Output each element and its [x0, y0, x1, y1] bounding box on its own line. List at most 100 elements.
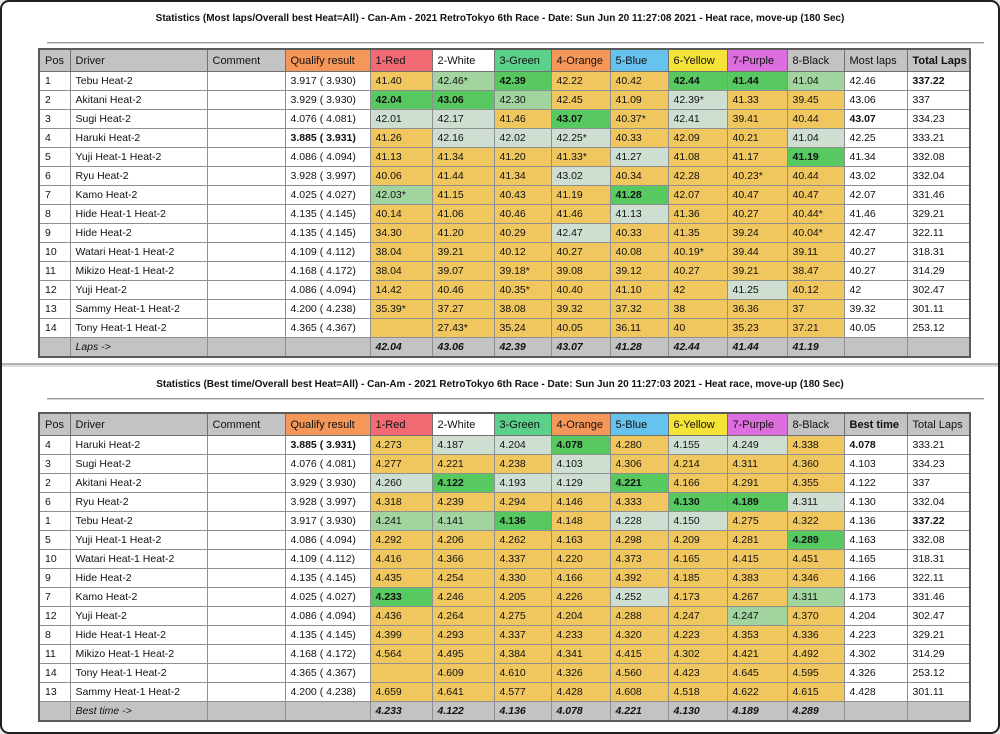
table-row: 4 Haruki Heat-2 3.885 ( 3.931) 4.273 4.187 4.… — [38, 435, 971, 455]
driver-cell: Akitani Heat-2 — [69, 90, 208, 110]
table-row: 6 Ryu Heat-2 3.928 ( 3.997) 4.318 4.239 4.294… — [38, 492, 971, 512]
lane-cell: 42.03* — [369, 185, 433, 205]
lane-cell: 38.04 — [369, 261, 433, 281]
lane-cell: 38.47 — [786, 261, 845, 281]
lane-cell: 34.30 — [369, 223, 433, 243]
lane-cell: 40.44 — [786, 166, 845, 186]
total-laps-cell: 331.46 — [906, 185, 971, 205]
lane-cell: 4.311 — [786, 492, 845, 512]
total-laps-cell: 314.29 — [906, 261, 971, 281]
table-row: 9 Hide Heat-2 4.135 ( 4.145) 4.435 4.254 4.33… — [38, 568, 971, 588]
lane-cell: 4.337 — [493, 625, 552, 645]
lane-cell: 4.277 — [369, 454, 433, 474]
lane-cell: 41.46 — [550, 204, 611, 224]
total-laps-cell: 329.21 — [906, 204, 971, 224]
col-header-qualify: Qualify result — [284, 412, 371, 436]
lane-cell: 4.298 — [609, 530, 669, 550]
comment-cell — [206, 492, 286, 512]
table-row: 10 Watari Heat-1 Heat-2 4.109 ( 4.112) 38.0… — [38, 242, 971, 262]
lane-cell: 40.47 — [726, 185, 788, 205]
comment-cell — [206, 587, 286, 607]
lane-cell: 4.495 — [431, 644, 495, 664]
qualify-cell: 4.135 ( 4.145) — [284, 204, 371, 224]
lane-cell: 37.32 — [609, 299, 669, 319]
footer-result-cell — [843, 337, 908, 358]
lane-cell: 41.20 — [493, 147, 552, 167]
total-laps-cell: 332.08 — [906, 530, 971, 550]
lane-cell: 39.44 — [726, 242, 788, 262]
lane-cell: 42.07 — [667, 185, 728, 205]
table-row: 12 Yuji Heat-2 4.086 ( 4.094) 4.436 4.264 4.2… — [38, 606, 971, 626]
lane-cell: 4.165 — [667, 549, 728, 569]
table-row: 11 Mikizo Heat-1 Heat-2 4.168 ( 4.172) 38.0… — [38, 261, 971, 281]
total-laps-cell: 332.08 — [906, 147, 971, 167]
lane-cell: 4.294 — [493, 492, 552, 512]
total-laps-cell: 322.11 — [906, 568, 971, 588]
col-header-lane-7-purple: 7-Purple — [726, 48, 788, 72]
lane-cell: 40.33 — [609, 128, 669, 148]
qualify-cell: 3.917 ( 3.930) — [284, 511, 371, 531]
lane-cell: 4.416 — [369, 549, 433, 569]
total-laps-cell: 333.21 — [906, 435, 971, 455]
table-row: 7 Kamo Heat-2 4.025 ( 4.027) 42.03* 41.15 40.… — [38, 185, 971, 205]
footer-lane-value-cell: 42.04 — [369, 337, 433, 358]
table-row: 1 Tebu Heat-2 3.917 ( 3.930) 4.241 4.141 4.13… — [38, 511, 971, 531]
qualify-cell: 3.929 ( 3.930) — [284, 473, 371, 493]
driver-cell: Tebu Heat-2 — [69, 511, 208, 531]
lane-cell: 4.560 — [609, 663, 669, 683]
lane-cell: 39.24 — [726, 223, 788, 243]
result-cell: 4.122 — [843, 473, 908, 493]
footer-lane-value-cell: 41.19 — [786, 337, 845, 358]
table-row: 13 Sammy Heat-1 Heat-2 4.200 ( 4.238) 4.659… — [38, 682, 971, 702]
total-laps-cell: 333.21 — [906, 128, 971, 148]
lane-cell: 40.44* — [786, 204, 845, 224]
lane-cell: 4.451 — [786, 549, 845, 569]
lane-cell: 4.326 — [550, 663, 611, 683]
lane-cell: 4.130 — [667, 492, 728, 512]
lane-cell: 4.289 — [786, 530, 845, 550]
result-cell: 4.163 — [843, 530, 908, 550]
lane-cell: 4.622 — [726, 682, 788, 702]
qualify-cell: 4.086 ( 4.094) — [284, 530, 371, 550]
pos-cell: 10 — [38, 242, 71, 262]
pos-cell: 14 — [38, 663, 71, 683]
lane-cell: 40.23* — [726, 166, 788, 186]
lane-cell: 40.08 — [609, 242, 669, 262]
comment-cell — [206, 185, 286, 205]
footer-total-cell — [906, 337, 971, 358]
total-laps-cell: 337 — [906, 473, 971, 493]
footer-lane-value-cell: 42.44 — [667, 337, 728, 358]
comment-cell — [206, 663, 286, 683]
table-row: 3 Sugi Heat-2 4.076 ( 4.081) 42.01 42.17 41.4… — [38, 109, 971, 129]
lane-cell: 43.07 — [550, 109, 611, 129]
table-row: 4 Haruki Heat-2 3.885 ( 3.931) 41.26 42.16 42… — [38, 128, 971, 148]
lane-cell: 39.32 — [550, 299, 611, 319]
lane-cell: 4.233 — [550, 625, 611, 645]
col-header-lane-3-green: 3-Green — [493, 48, 552, 72]
comment-cell — [206, 223, 286, 243]
summary-row: Laps -> 42.04 43.06 42.39 43.07 41.28 42.44 41.… — [38, 337, 971, 358]
col-header-driver: Driver — [69, 48, 208, 72]
table-title-most-laps: Statistics (Most laps/Overall best Heat=… — [155, 13, 845, 24]
comment-cell — [206, 644, 286, 664]
result-cell: 43.02 — [843, 166, 908, 186]
table-row: 8 Hide Heat-1 Heat-2 4.135 ( 4.145) 40.14 41… — [38, 204, 971, 224]
lane-cell: 38.04 — [369, 242, 433, 262]
lane-cell: 4.333 — [609, 492, 669, 512]
driver-cell: Hide Heat-2 — [69, 568, 208, 588]
lane-cell: 4.318 — [369, 492, 433, 512]
footer-label-cell: Best time -> — [69, 701, 208, 722]
section-divider — [2, 363, 998, 365]
lane-cell: 4.355 — [786, 473, 845, 493]
qualify-cell: 4.135 ( 4.145) — [284, 223, 371, 243]
pos-cell: 8 — [38, 625, 71, 645]
lane-cell: 4.254 — [431, 568, 495, 588]
pos-cell: 10 — [38, 549, 71, 569]
lane-cell: 42.01 — [369, 109, 433, 129]
col-header-driver: Driver — [69, 412, 208, 436]
footer-lane-value-cell: 4.130 — [667, 701, 728, 722]
lane-cell: 38 — [667, 299, 728, 319]
best-time-table-section: Pos Driver Comment Qualify result 1-Red 2-Whi… — [38, 412, 971, 722]
lane-cell: 4.228 — [609, 511, 669, 531]
pos-cell: 8 — [38, 204, 71, 224]
